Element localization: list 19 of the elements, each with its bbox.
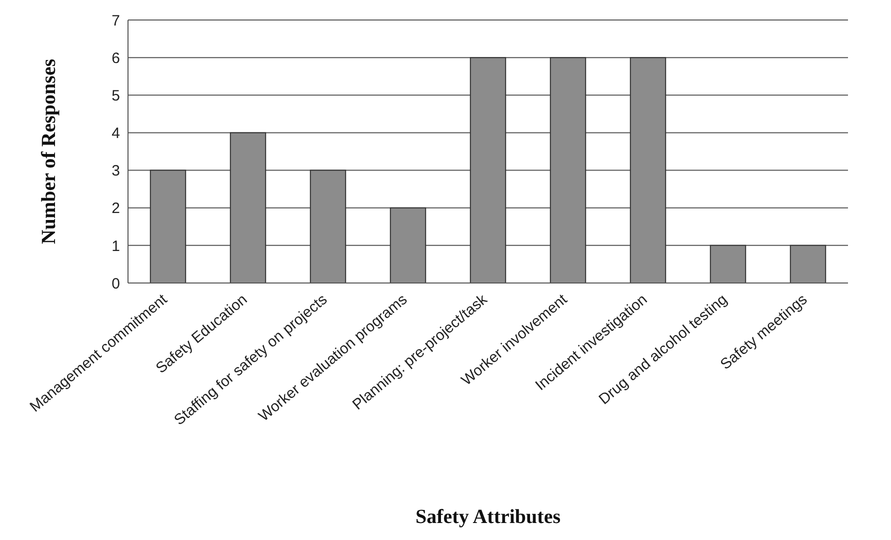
bar bbox=[230, 132, 266, 283]
y-tick-label: 5 bbox=[112, 87, 120, 104]
y-tick-label: 4 bbox=[112, 125, 120, 142]
bar bbox=[390, 207, 426, 283]
y-tick-label: 7 bbox=[112, 12, 120, 30]
bar bbox=[550, 57, 586, 283]
y-tick-label: 6 bbox=[112, 50, 120, 67]
y-axis-title: Number of Responses bbox=[38, 58, 60, 244]
y-tick-label: 2 bbox=[112, 200, 120, 218]
x-axis-title: Safety Attributes bbox=[416, 506, 561, 528]
y-tick-label: 0 bbox=[112, 275, 120, 292]
bar bbox=[310, 170, 346, 283]
y-tick-label: 1 bbox=[112, 238, 120, 255]
bar bbox=[790, 244, 826, 283]
bar bbox=[470, 57, 506, 283]
y-tick-label: 3 bbox=[112, 162, 120, 180]
bar bbox=[150, 170, 186, 283]
bar bbox=[710, 244, 746, 283]
bar bbox=[630, 57, 666, 283]
